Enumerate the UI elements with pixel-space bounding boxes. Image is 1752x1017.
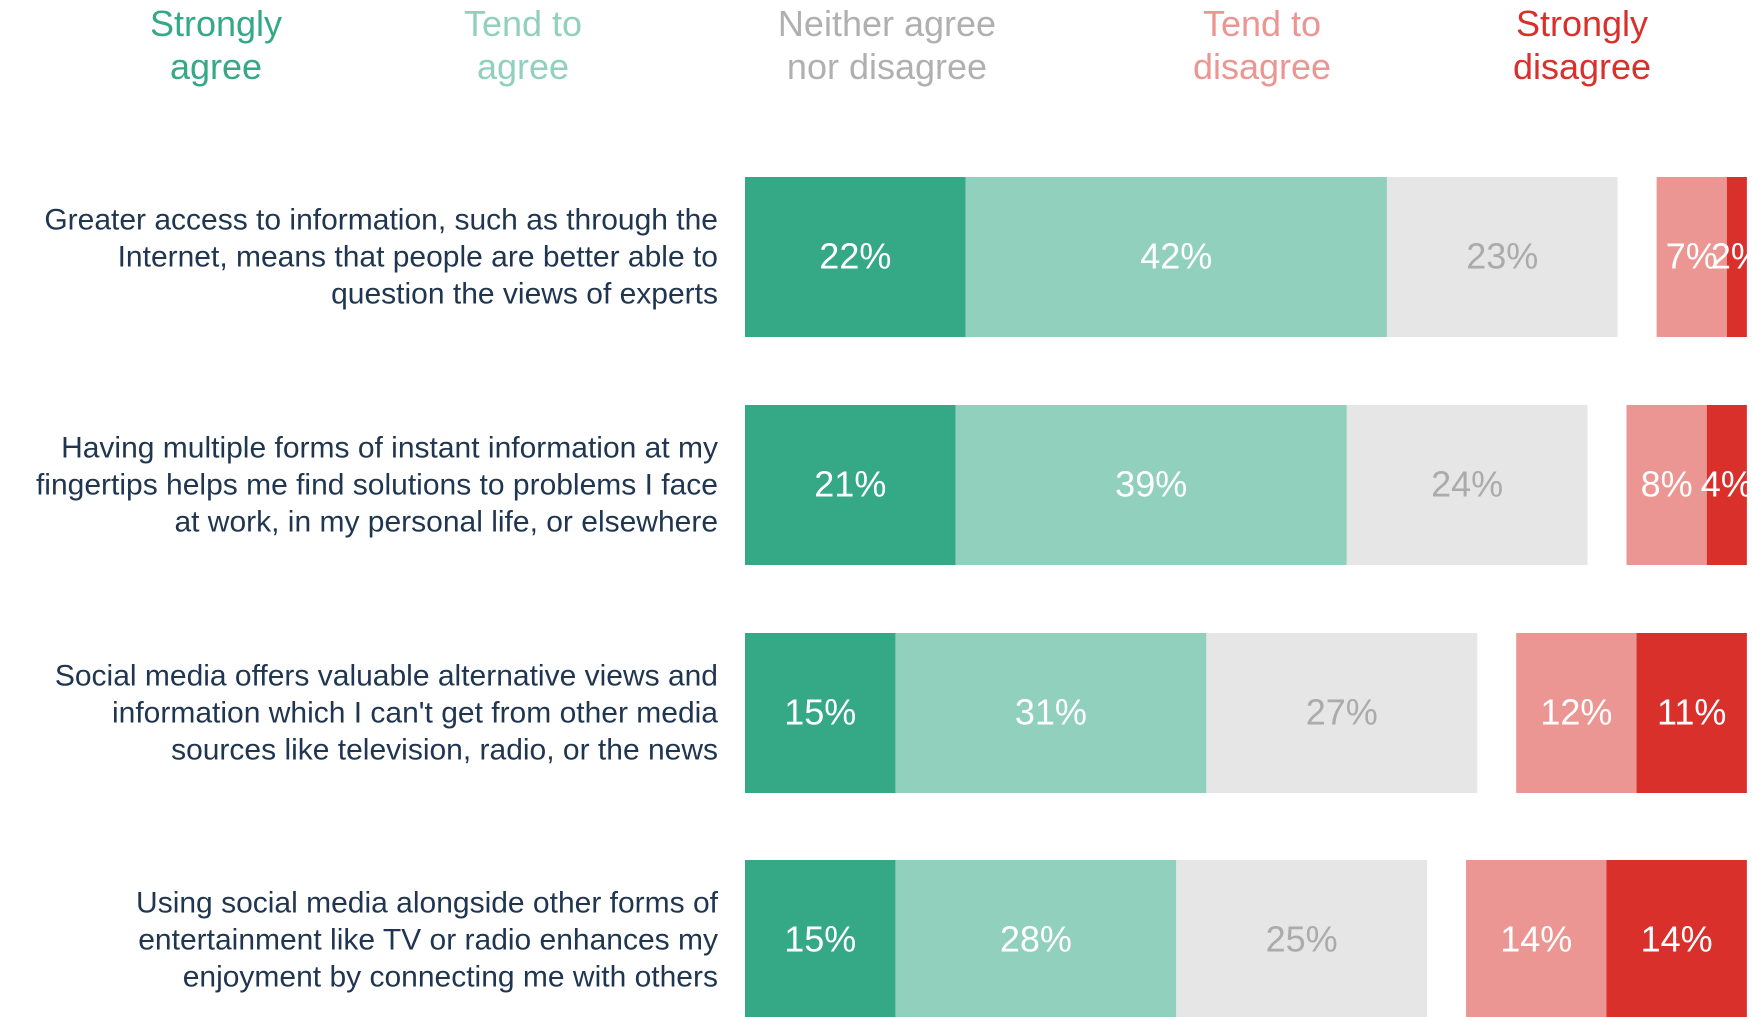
value-label: 4%	[1701, 464, 1752, 505]
bar-segment	[1726, 177, 1747, 337]
value-label: 12%	[1540, 692, 1612, 733]
value-label: 14%	[1641, 919, 1713, 960]
legend-header: Tend to agree	[463, 3, 583, 87]
value-label: 7%	[1666, 236, 1718, 277]
bar-segment	[1176, 860, 1428, 1017]
bar-segment	[1206, 633, 1478, 793]
bar-segment	[745, 633, 896, 793]
category-label: Greater access to information, such as t…	[44, 203, 718, 311]
value-label: 22%	[819, 236, 891, 277]
value-label: 31%	[1015, 692, 1087, 733]
value-label: 24%	[1431, 464, 1503, 505]
bar-segment	[1636, 633, 1747, 793]
legend-header: Strongly agree	[149, 3, 283, 87]
value-label: 11%	[1657, 692, 1726, 733]
value-label: 21%	[814, 464, 886, 505]
bar-segment	[1346, 405, 1588, 565]
legend-header: Neither agree nor disagree	[777, 3, 997, 87]
value-label: 28%	[1000, 919, 1072, 960]
category-label: Having multiple forms of instant informa…	[35, 431, 718, 539]
value-label: 2%	[1711, 236, 1752, 277]
bar-segment	[955, 405, 1347, 565]
value-label: 15%	[784, 919, 856, 960]
bar-segment	[745, 860, 896, 1017]
bar-segment	[1656, 177, 1727, 337]
bar-segment	[965, 177, 1387, 337]
bar-segment	[745, 405, 956, 565]
category-label: Using social media alongside other forms…	[136, 886, 718, 994]
value-label: 23%	[1466, 236, 1538, 277]
value-label: 8%	[1641, 464, 1693, 505]
bar-segment	[1706, 405, 1747, 565]
value-label: 25%	[1266, 919, 1338, 960]
legend-header: Tend to disagree	[1192, 3, 1332, 87]
bar-segment	[1516, 633, 1637, 793]
value-label: 14%	[1500, 919, 1572, 960]
value-label: 15%	[784, 692, 856, 733]
value-label: 39%	[1115, 464, 1187, 505]
bar-segment	[895, 860, 1177, 1017]
bar-segment	[1466, 860, 1607, 1017]
bar-segment	[1626, 405, 1707, 565]
bar-segment	[1386, 177, 1618, 337]
value-label: 27%	[1306, 692, 1378, 733]
category-label: Social media offers valuable alternative…	[54, 659, 718, 767]
bar-segment	[895, 633, 1207, 793]
legend-header: Strongly disagree	[1512, 3, 1652, 87]
bar-segment	[1606, 860, 1747, 1017]
value-label: 42%	[1140, 236, 1212, 277]
bar-segment	[745, 177, 966, 337]
